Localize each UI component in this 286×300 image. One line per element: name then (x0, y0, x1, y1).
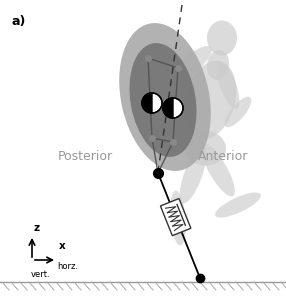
Ellipse shape (168, 46, 212, 84)
Text: a): a) (12, 15, 26, 28)
Ellipse shape (184, 130, 226, 166)
Text: Posterior: Posterior (58, 150, 113, 163)
Ellipse shape (207, 20, 237, 56)
Ellipse shape (207, 50, 229, 80)
Polygon shape (142, 93, 152, 113)
Text: vert.: vert. (31, 270, 51, 279)
Text: x: x (59, 241, 66, 251)
Ellipse shape (180, 147, 206, 203)
Ellipse shape (225, 97, 251, 127)
Polygon shape (163, 98, 173, 118)
Text: Anterior: Anterior (198, 150, 248, 163)
Ellipse shape (217, 61, 239, 109)
Ellipse shape (215, 192, 261, 218)
FancyBboxPatch shape (160, 199, 191, 236)
Ellipse shape (170, 190, 186, 245)
Text: z: z (34, 223, 40, 233)
Text: horz.: horz. (57, 262, 78, 271)
Ellipse shape (119, 23, 211, 171)
Circle shape (142, 93, 162, 113)
Ellipse shape (201, 144, 235, 196)
Circle shape (163, 98, 183, 118)
Ellipse shape (130, 43, 196, 157)
Ellipse shape (184, 61, 236, 139)
